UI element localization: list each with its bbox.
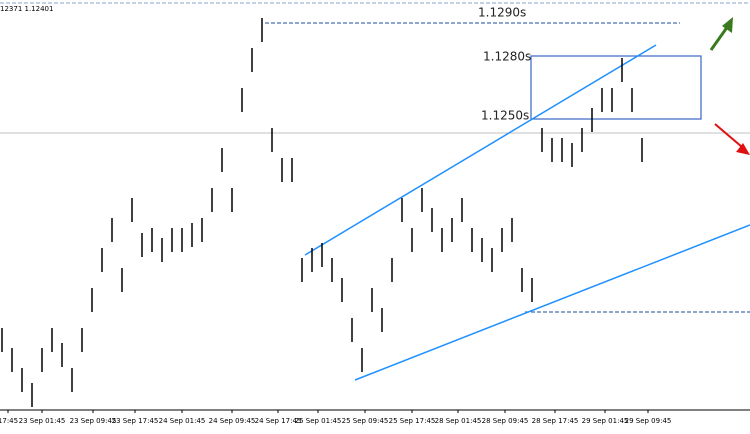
x-tick-label: 23 Sep 17:45 xyxy=(112,417,159,425)
x-tick-label: 29 Sep 01:45 xyxy=(582,417,629,425)
x-tick-label: 25 Sep 01:45 xyxy=(295,417,342,425)
x-tick-label: 24 Sep 09:45 xyxy=(209,417,256,425)
up-arrow xyxy=(709,17,733,51)
x-tick-label: 17:45 xyxy=(0,417,18,425)
x-tick-label: 23 Sep 09:45 xyxy=(70,417,117,425)
zone-box xyxy=(530,55,702,120)
annotation: 1.1280s xyxy=(483,50,531,64)
x-tick-label: 25 Sep 09:45 xyxy=(342,417,389,425)
annotation: 1.1290s xyxy=(478,6,526,20)
x-tick-label: 24 Sep 01:45 xyxy=(159,417,206,425)
x-tick-label: 29 Sep 09:45 xyxy=(625,417,672,425)
channel-lower xyxy=(354,224,750,381)
annotation: 1.1250s xyxy=(481,109,529,123)
x-tick-label: 28 Sep 09:45 xyxy=(482,417,529,425)
x-tick-label: 28 Sep 01:45 xyxy=(435,417,482,425)
x-tick-label: 25 Sep 17:45 xyxy=(389,417,436,425)
down-arrow xyxy=(714,123,750,155)
channel-upper xyxy=(304,44,657,256)
x-tick-label: 23 Sep 01:45 xyxy=(19,417,66,425)
header-text: 12371 1.12401 xyxy=(0,5,53,13)
x-tick-label: 24 Sep 17:45 xyxy=(255,417,302,425)
x-tick-label: 28 Sep 17:45 xyxy=(532,417,579,425)
